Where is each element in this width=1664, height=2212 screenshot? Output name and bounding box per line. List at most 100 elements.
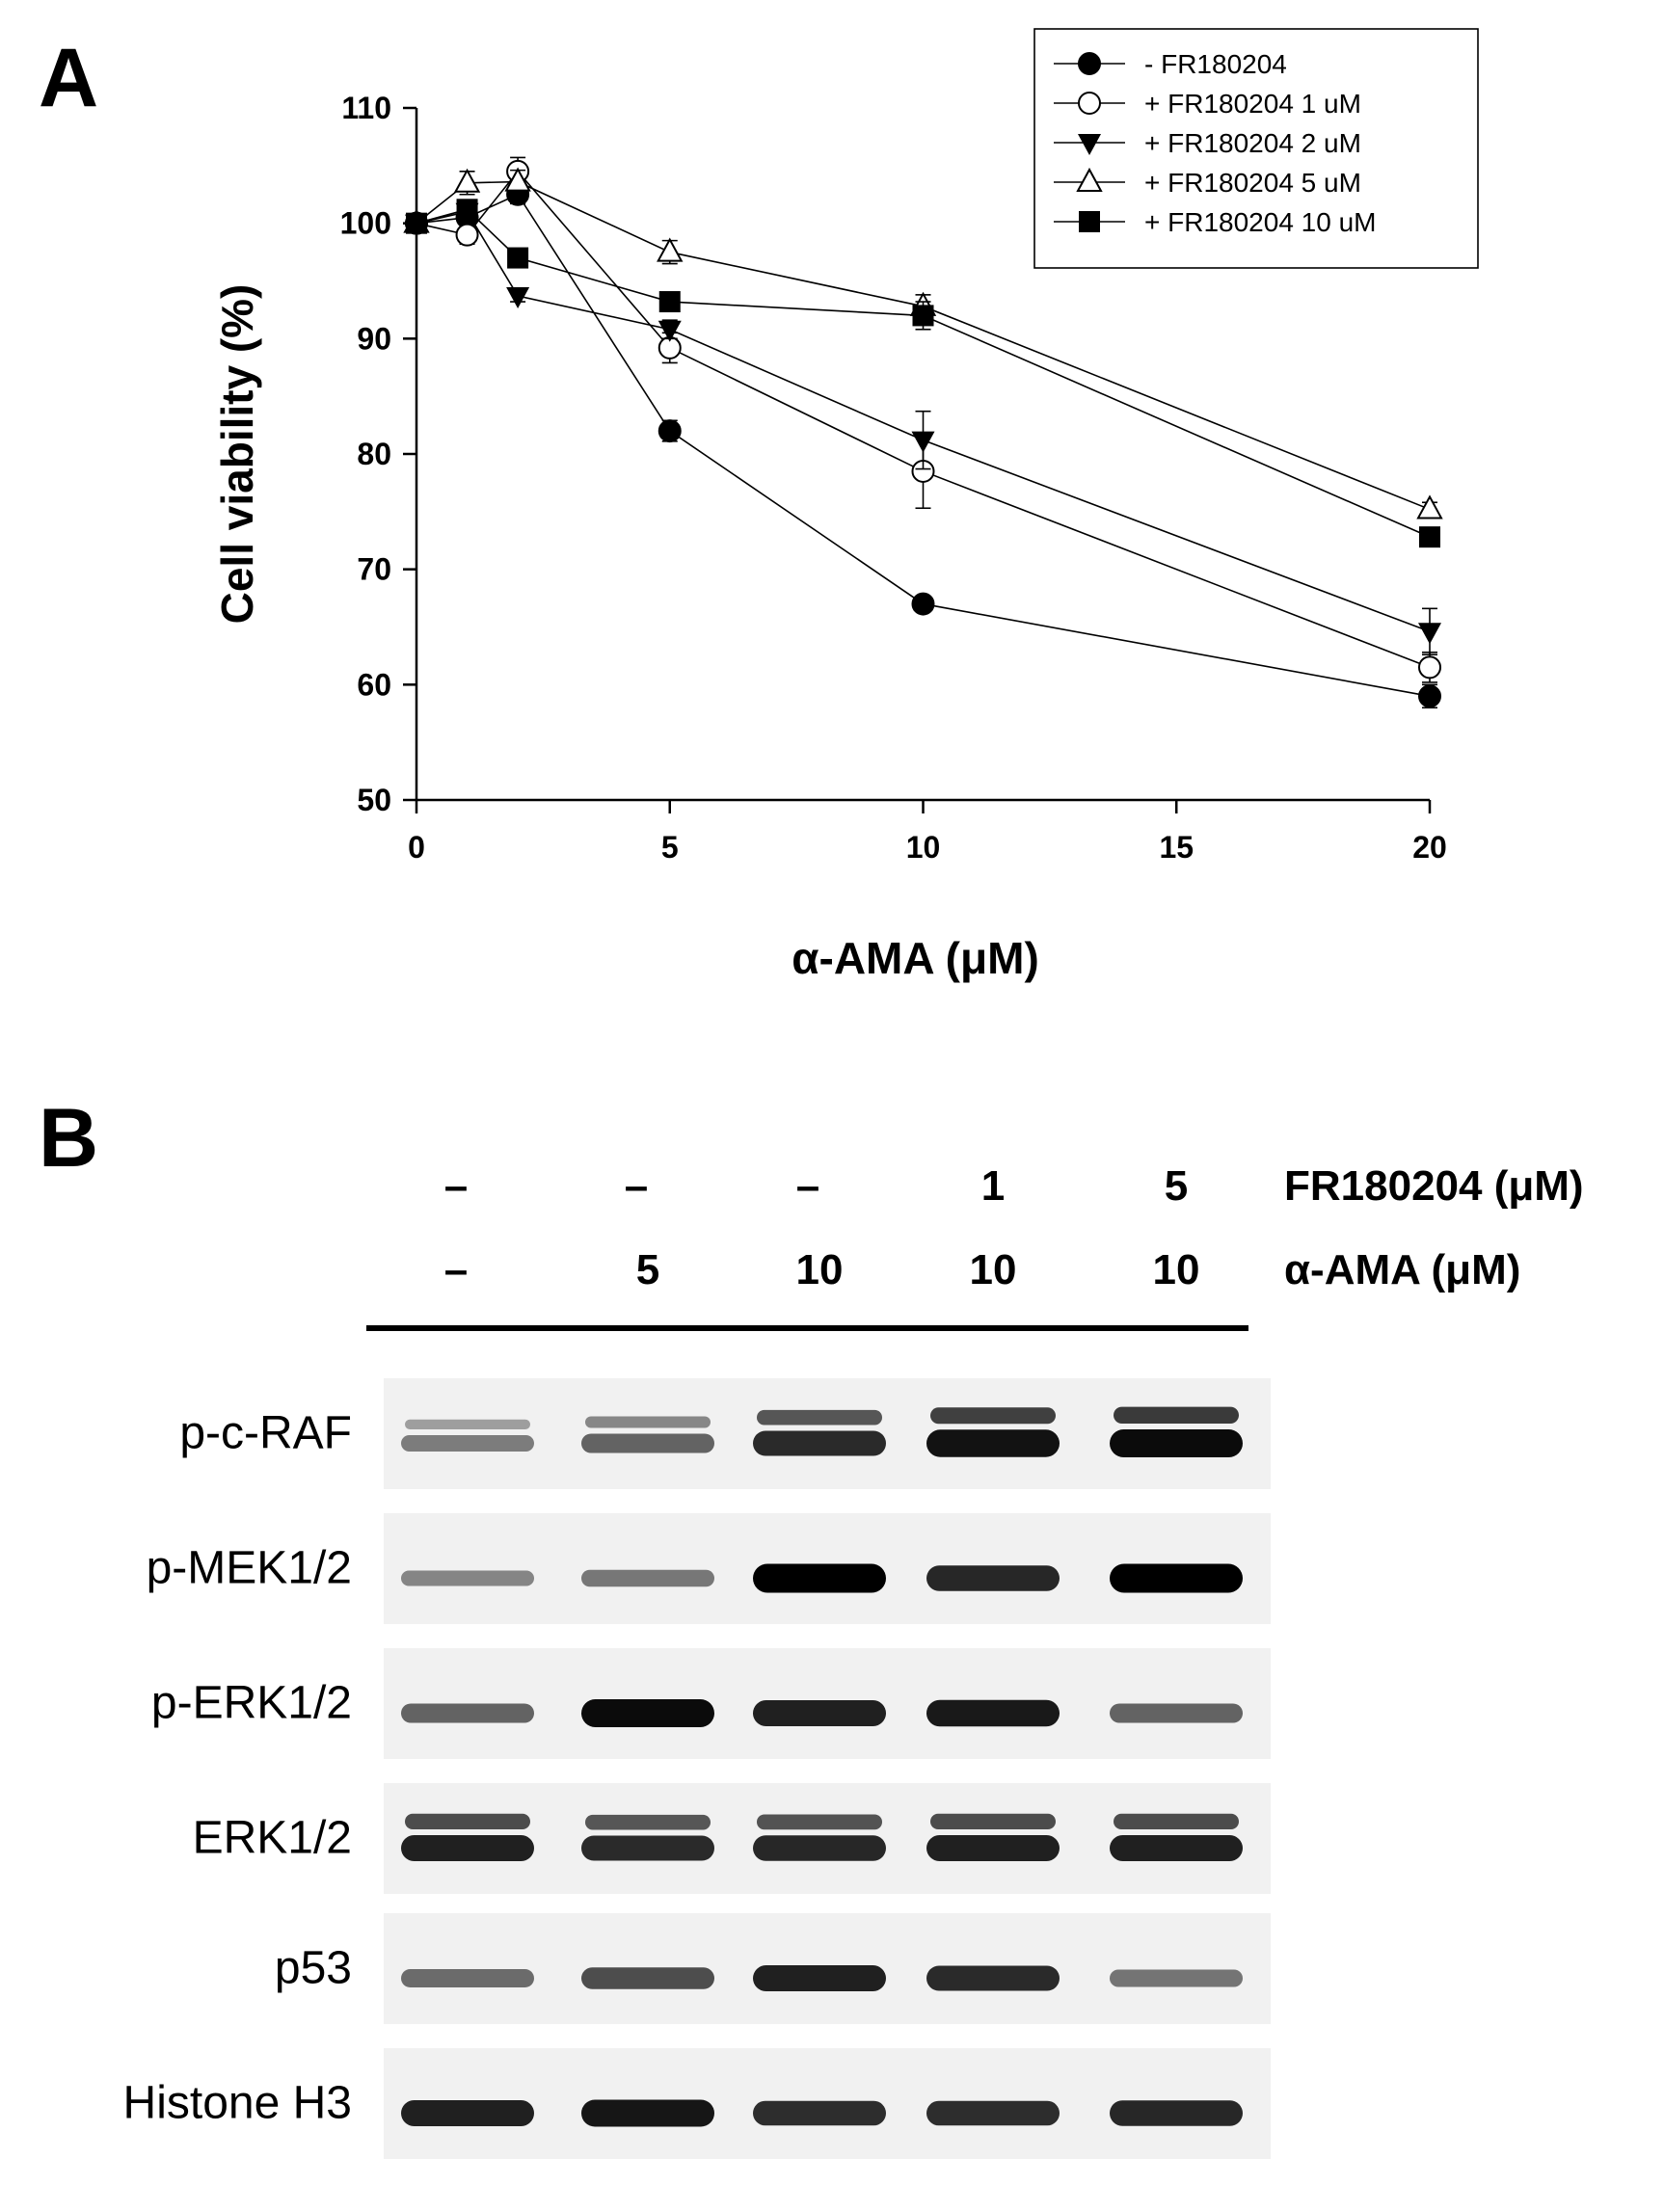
x-tick-label: 15 <box>1159 830 1194 865</box>
y-tick-label: 50 <box>357 783 391 817</box>
ama-dose-label: 5 <box>636 1246 659 1293</box>
legend-label: + FR180204 5 uM <box>1144 168 1361 198</box>
blot-row: p-ERK1/2 <box>151 1648 1271 1759</box>
band <box>401 1835 534 1861</box>
data-point <box>658 419 682 443</box>
panel-b-letter: B <box>39 1092 98 1185</box>
blot-row: p53 <box>275 1913 1271 2024</box>
panel-b-western-blot: – – – 1 5 FR180204 (μM) – 5 10 10 10 α-AMA (μM) p-c-… <box>123 1162 1584 2159</box>
y-tick-label: 70 <box>357 552 391 587</box>
band <box>401 1435 534 1452</box>
data-point <box>1418 655 1441 680</box>
x-tick-label: 0 <box>408 830 425 865</box>
legend-label: + FR180204 2 uM <box>1144 128 1361 158</box>
band <box>926 1699 1060 1727</box>
data-point <box>1418 684 1441 708</box>
ama-dose-label: 10 <box>1153 1246 1200 1293</box>
band <box>401 2100 534 2126</box>
band-upper <box>930 1407 1056 1425</box>
band <box>401 1570 534 1586</box>
band <box>1110 2100 1243 2126</box>
band <box>1110 1429 1243 1457</box>
legend-label: - FR180204 <box>1144 49 1287 79</box>
band <box>926 2100 1060 2126</box>
data-point <box>658 320 682 342</box>
legend: - FR180204 + FR180204 1 uM + FR180204 2 uM… <box>1033 28 1479 269</box>
y-tick-label: 90 <box>357 321 391 356</box>
panel-a-letter: A <box>39 32 98 124</box>
band <box>926 1835 1060 1861</box>
band <box>1110 1969 1243 1987</box>
band <box>1110 1835 1243 1861</box>
protein-label: p-ERK1/2 <box>151 1678 352 1729</box>
data-point <box>657 237 684 262</box>
band <box>581 1699 714 1727</box>
band <box>581 1433 714 1453</box>
protein-label: Histone H3 <box>123 2078 352 2129</box>
legend-box <box>1033 28 1479 269</box>
fr180204-dose-label: 5 <box>1165 1162 1188 1210</box>
x-tick-label: 10 <box>906 830 941 865</box>
band <box>926 1965 1060 1991</box>
ama-dose-label: – <box>444 1246 468 1293</box>
ama-dose-label: 10 <box>796 1246 844 1293</box>
band <box>753 1563 886 1593</box>
band-upper <box>585 1814 711 1830</box>
y-tick-label: 100 <box>340 206 391 241</box>
band <box>753 2100 886 2126</box>
legend-label: + FR180204 1 uM <box>1144 89 1361 119</box>
blot-row: p-MEK1/2 <box>147 1513 1271 1624</box>
band-upper <box>405 1419 530 1429</box>
data-point <box>506 287 530 309</box>
band-upper <box>757 1814 882 1830</box>
y-axis-title: Cell viability (%) <box>212 284 262 625</box>
legend-marker <box>1079 211 1100 232</box>
band-upper <box>585 1416 711 1428</box>
y-tick-label: 60 <box>357 667 391 702</box>
data-point <box>912 305 934 327</box>
fr180204-dose-label: – <box>625 1162 648 1210</box>
data-point <box>453 168 481 193</box>
x-tick-label: 20 <box>1412 830 1447 865</box>
data-point <box>455 223 479 247</box>
band <box>753 1430 886 1456</box>
band <box>581 1835 714 1861</box>
y-tick-label: 80 <box>357 437 391 471</box>
legend-marker <box>1078 52 1101 75</box>
band-upper <box>1114 1813 1239 1829</box>
fr180204-row-label: FR180204 (μM) <box>1284 1162 1584 1210</box>
band <box>753 1835 886 1861</box>
x-axis-title: α-AMA (μM) <box>792 933 1039 983</box>
band-upper <box>757 1409 882 1426</box>
data-point <box>1416 494 1443 520</box>
protein-label: ERK1/2 <box>193 1813 352 1864</box>
legend-marker <box>1078 134 1101 155</box>
ama-dose-label: 10 <box>970 1246 1017 1293</box>
band <box>753 1965 886 1991</box>
protein-label: p-MEK1/2 <box>147 1543 352 1594</box>
legend-label: + FR180204 10 uM <box>1144 207 1377 237</box>
x-tick-label: 5 <box>661 830 679 865</box>
blot-row: ERK1/2 <box>193 1783 1271 1894</box>
band <box>401 1969 534 1987</box>
blot-row: p-c-RAF <box>179 1378 1271 1489</box>
y-tick-label: 110 <box>341 91 391 125</box>
band <box>581 2099 714 2127</box>
data-point <box>456 199 478 221</box>
data-point <box>658 291 681 313</box>
protein-label: p53 <box>275 1943 352 1994</box>
band-upper <box>930 1813 1056 1829</box>
legend-marker <box>1076 167 1103 192</box>
band <box>581 1967 714 1989</box>
band-upper <box>1114 1406 1239 1424</box>
fr180204-dose-label: – <box>796 1162 819 1210</box>
band <box>1110 1563 1243 1593</box>
band <box>581 1569 714 1587</box>
blot-row: Histone H3 <box>123 2048 1271 2159</box>
data-point <box>507 247 529 269</box>
fr180204-dose-label: – <box>444 1162 468 1210</box>
data-point <box>1419 526 1440 548</box>
series-4 <box>406 199 1440 548</box>
